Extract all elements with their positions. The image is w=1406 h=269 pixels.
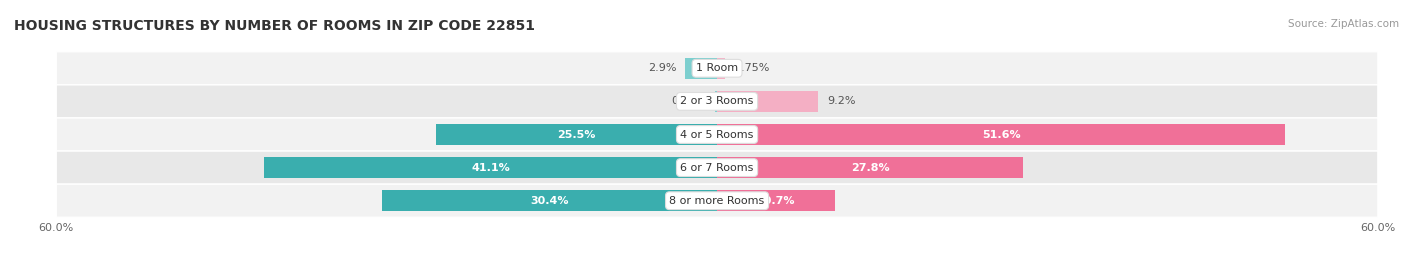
Text: 30.4%: 30.4% xyxy=(530,196,569,206)
FancyBboxPatch shape xyxy=(56,184,1378,217)
Text: 2 or 3 Rooms: 2 or 3 Rooms xyxy=(681,96,754,107)
Bar xyxy=(382,190,717,211)
FancyBboxPatch shape xyxy=(56,151,1378,184)
Text: 9.2%: 9.2% xyxy=(827,96,856,107)
Bar xyxy=(436,124,717,145)
Text: 0.15%: 0.15% xyxy=(671,96,707,107)
Bar xyxy=(685,58,717,79)
FancyBboxPatch shape xyxy=(56,85,1378,118)
Text: 2.9%: 2.9% xyxy=(648,63,676,73)
Bar xyxy=(717,91,818,112)
Text: 8 or more Rooms: 8 or more Rooms xyxy=(669,196,765,206)
Text: 1 Room: 1 Room xyxy=(696,63,738,73)
Bar xyxy=(716,91,717,112)
Text: 0.75%: 0.75% xyxy=(734,63,769,73)
Bar xyxy=(717,124,1285,145)
FancyBboxPatch shape xyxy=(56,118,1378,151)
Text: 4 or 5 Rooms: 4 or 5 Rooms xyxy=(681,129,754,140)
Text: 41.1%: 41.1% xyxy=(471,162,510,173)
Bar xyxy=(717,58,725,79)
Text: 10.7%: 10.7% xyxy=(756,196,796,206)
Text: 25.5%: 25.5% xyxy=(557,129,596,140)
Bar xyxy=(264,157,717,178)
Text: Source: ZipAtlas.com: Source: ZipAtlas.com xyxy=(1288,19,1399,29)
Bar xyxy=(717,157,1024,178)
Bar xyxy=(717,190,835,211)
Text: 27.8%: 27.8% xyxy=(851,162,890,173)
Text: 6 or 7 Rooms: 6 or 7 Rooms xyxy=(681,162,754,173)
FancyBboxPatch shape xyxy=(56,52,1378,85)
Text: HOUSING STRUCTURES BY NUMBER OF ROOMS IN ZIP CODE 22851: HOUSING STRUCTURES BY NUMBER OF ROOMS IN… xyxy=(14,19,536,33)
Text: 51.6%: 51.6% xyxy=(981,129,1021,140)
